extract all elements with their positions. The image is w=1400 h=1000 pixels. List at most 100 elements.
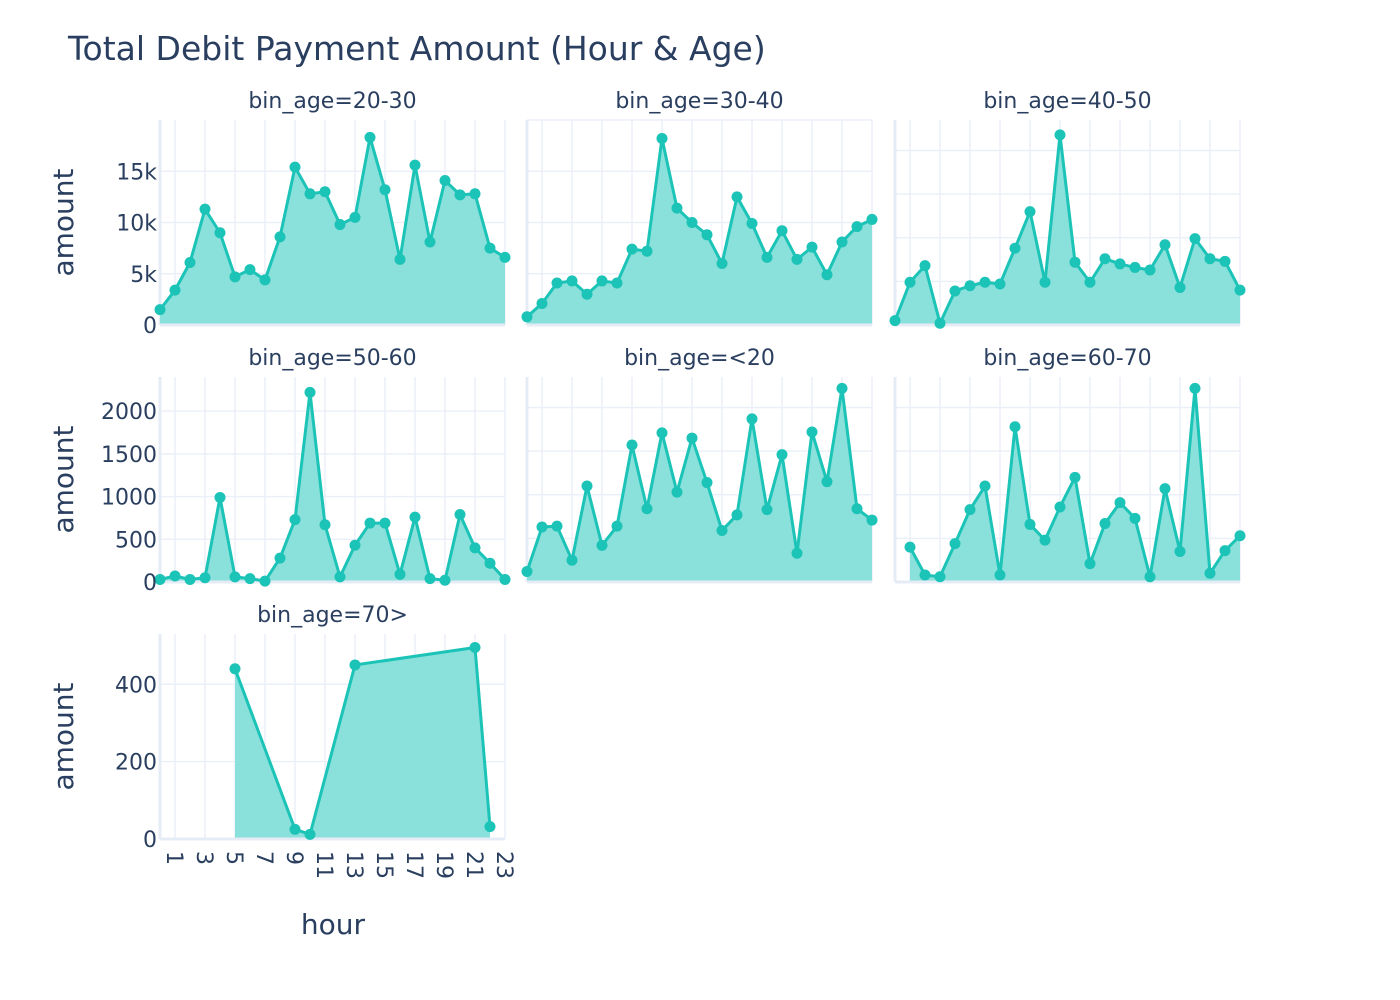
data-point[interactable] xyxy=(499,251,511,263)
data-point[interactable] xyxy=(1174,545,1186,557)
data-point[interactable] xyxy=(626,243,638,255)
data-point[interactable] xyxy=(656,427,668,439)
data-point[interactable] xyxy=(551,277,563,289)
data-point[interactable] xyxy=(611,277,623,289)
data-point[interactable] xyxy=(1129,512,1141,524)
data-point[interactable] xyxy=(349,659,361,671)
data-point[interactable] xyxy=(536,297,548,309)
data-point[interactable] xyxy=(184,573,196,585)
data-point[interactable] xyxy=(716,258,728,269)
data-point[interactable] xyxy=(1234,284,1246,296)
data-point[interactable] xyxy=(334,219,346,231)
data-point[interactable] xyxy=(979,480,991,492)
data-point[interactable] xyxy=(731,509,743,521)
data-point[interactable] xyxy=(791,547,803,559)
data-point[interactable] xyxy=(214,227,226,239)
data-point[interactable] xyxy=(596,539,608,551)
data-point[interactable] xyxy=(304,188,316,200)
data-point[interactable] xyxy=(1159,239,1171,251)
data-point[interactable] xyxy=(866,213,878,225)
data-point[interactable] xyxy=(184,256,196,268)
data-point[interactable] xyxy=(641,245,653,257)
data-point[interactable] xyxy=(259,575,271,587)
data-point[interactable] xyxy=(919,569,931,581)
data-point[interactable] xyxy=(259,274,271,286)
data-point[interactable] xyxy=(1009,242,1021,254)
data-point[interactable] xyxy=(199,572,211,584)
data-point[interactable] xyxy=(671,486,683,498)
data-point[interactable] xyxy=(761,251,773,263)
data-point[interactable] xyxy=(1024,518,1036,530)
data-point[interactable] xyxy=(686,217,698,228)
data-point[interactable] xyxy=(379,184,391,196)
data-point[interactable] xyxy=(934,571,946,583)
data-point[interactable] xyxy=(1144,571,1156,583)
data-point[interactable] xyxy=(836,382,848,394)
data-point[interactable] xyxy=(499,573,511,585)
data-point[interactable] xyxy=(469,188,481,200)
data-point[interactable] xyxy=(1219,255,1231,267)
data-point[interactable] xyxy=(994,569,1006,581)
data-point[interactable] xyxy=(1069,471,1081,483)
data-point[interactable] xyxy=(656,132,668,144)
data-point[interactable] xyxy=(566,275,578,287)
data-point[interactable] xyxy=(776,449,788,461)
data-point[interactable] xyxy=(521,311,533,323)
data-point[interactable] xyxy=(1114,497,1126,509)
data-point[interactable] xyxy=(469,542,481,554)
data-point[interactable] xyxy=(334,571,346,583)
data-point[interactable] xyxy=(904,541,916,553)
data-point[interactable] xyxy=(454,189,466,201)
data-point[interactable] xyxy=(154,304,166,316)
data-point[interactable] xyxy=(1054,129,1066,141)
data-point[interactable] xyxy=(454,509,466,521)
data-point[interactable] xyxy=(1099,518,1111,530)
data-point[interactable] xyxy=(304,386,316,398)
data-point[interactable] xyxy=(821,269,833,281)
data-point[interactable] xyxy=(701,229,713,241)
data-point[interactable] xyxy=(964,504,976,516)
data-point[interactable] xyxy=(596,275,608,287)
data-point[interactable] xyxy=(1024,206,1036,218)
data-point[interactable] xyxy=(1144,264,1156,276)
data-point[interactable] xyxy=(304,828,316,840)
data-point[interactable] xyxy=(581,480,593,492)
data-point[interactable] xyxy=(994,278,1006,290)
data-point[interactable] xyxy=(761,504,773,516)
data-point[interactable] xyxy=(889,315,901,327)
data-point[interactable] xyxy=(671,202,683,214)
data-point[interactable] xyxy=(551,520,563,532)
data-point[interactable] xyxy=(1054,501,1066,513)
data-point[interactable] xyxy=(319,186,331,198)
data-point[interactable] xyxy=(566,554,578,566)
data-point[interactable] xyxy=(919,260,931,272)
data-point[interactable] xyxy=(641,503,653,515)
data-point[interactable] xyxy=(581,288,593,300)
data-point[interactable] xyxy=(1189,233,1201,245)
data-point[interactable] xyxy=(199,203,211,215)
data-point[interactable] xyxy=(154,573,166,585)
data-point[interactable] xyxy=(949,285,961,297)
data-point[interactable] xyxy=(484,821,496,833)
data-point[interactable] xyxy=(746,218,758,230)
data-point[interactable] xyxy=(229,271,241,283)
data-point[interactable] xyxy=(439,174,451,186)
data-point[interactable] xyxy=(1204,567,1216,579)
data-point[interactable] xyxy=(806,241,818,253)
data-point[interactable] xyxy=(776,225,788,237)
data-point[interactable] xyxy=(731,191,743,203)
data-point[interactable] xyxy=(289,161,301,173)
data-point[interactable] xyxy=(484,557,496,569)
data-point[interactable] xyxy=(349,211,361,223)
data-point[interactable] xyxy=(746,413,758,425)
data-point[interactable] xyxy=(1204,253,1216,265)
data-point[interactable] xyxy=(1039,534,1051,546)
data-point[interactable] xyxy=(214,491,226,503)
data-point[interactable] xyxy=(536,521,548,533)
data-point[interactable] xyxy=(484,242,496,254)
data-point[interactable] xyxy=(1189,382,1201,394)
data-point[interactable] xyxy=(1219,545,1231,557)
data-point[interactable] xyxy=(244,264,256,276)
data-point[interactable] xyxy=(469,642,481,654)
data-point[interactable] xyxy=(806,426,818,438)
